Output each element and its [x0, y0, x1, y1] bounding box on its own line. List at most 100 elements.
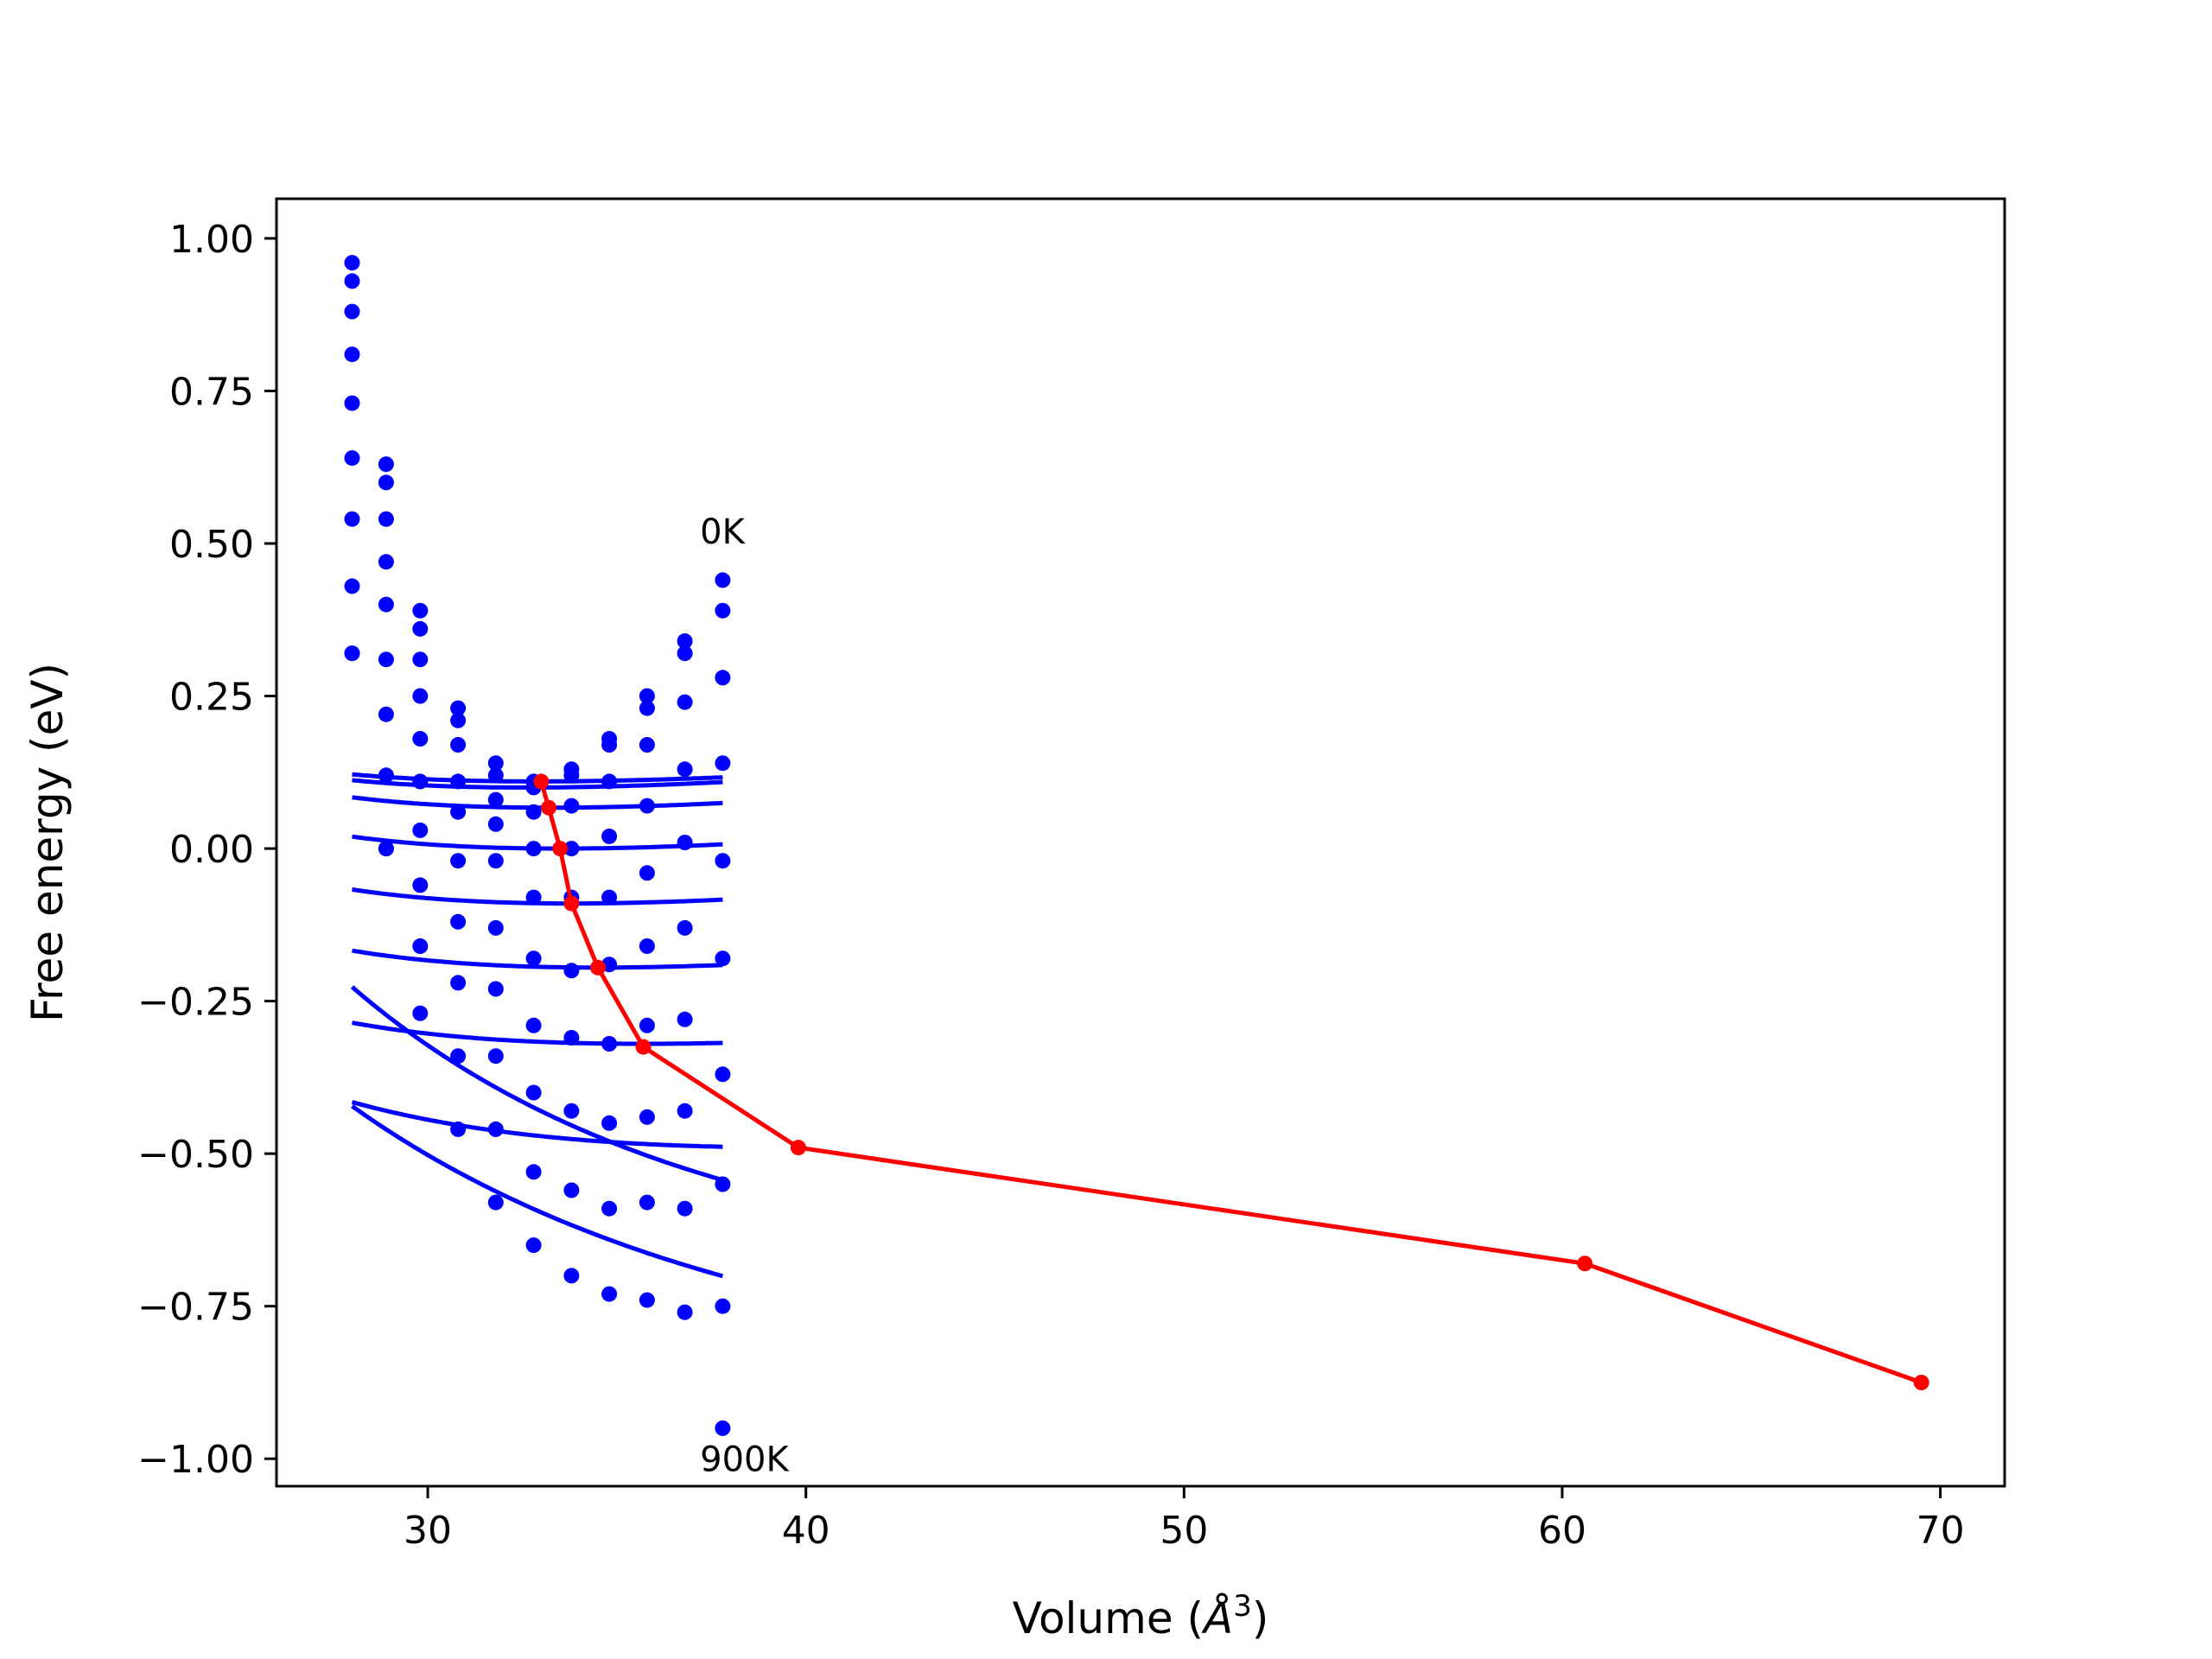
isotherm-point-600K: [450, 913, 467, 930]
annotation-0K: 0K: [700, 512, 746, 552]
isotherm-point-0K: [677, 633, 693, 649]
isotherm-point-700K: [677, 1103, 693, 1119]
isotherm-point-100K: [412, 620, 429, 637]
isotherm-point-400K: [677, 835, 693, 850]
isotherm-point-700K: [601, 1115, 618, 1131]
isotherm-point-600K: [344, 511, 360, 527]
isotherm-point-900K: [639, 1292, 655, 1308]
isotherm-point-100K: [450, 712, 467, 728]
isotherm-point-700K: [563, 1103, 580, 1119]
isotherm-point-500K: [525, 950, 542, 967]
isotherm-point-300K: [601, 828, 618, 844]
isotherm-point-500K: [639, 938, 655, 954]
isotherm-point-900K: [525, 1237, 542, 1254]
isotherm-point-500K: [450, 853, 467, 869]
y-tick-label: −0.75: [137, 1286, 254, 1330]
isotherm-point-700K: [412, 877, 429, 893]
isotherm-point-900K: [487, 1194, 504, 1211]
x-axis-title-symbol: Å: [1201, 1593, 1233, 1643]
isotherm-point-0K: [450, 700, 467, 716]
isotherm-point-400K: [525, 889, 542, 906]
isotherm-curve-900K: [351, 1104, 724, 1279]
isotherm-point-200K: [677, 694, 693, 710]
y-tick-label: 0.50: [169, 523, 254, 567]
x-tick-label: 30: [404, 1509, 452, 1553]
y-tick-label: 0.25: [169, 676, 254, 720]
isotherm-point-300K: [639, 798, 655, 814]
equilibrium-series: [533, 773, 1929, 1390]
isotherm-point-0K: [378, 456, 394, 473]
isotherm-curve-800K: [350, 985, 724, 1183]
isotherm-curve-700K: [351, 1100, 723, 1149]
isotherm-point-200K: [378, 511, 394, 527]
isotherm-point-400K: [639, 865, 655, 881]
isotherm-point-200K: [563, 798, 580, 814]
isotherm-point-200K: [450, 737, 467, 753]
isotherm-point-600K: [715, 1066, 731, 1083]
x-tick-label: 40: [782, 1509, 830, 1553]
isotherm-point-0K: [639, 688, 655, 704]
isotherm-point-900K: [450, 1121, 467, 1137]
isotherm-point-300K: [450, 773, 467, 790]
isotherm-curve-500K: [352, 948, 723, 970]
isotherm-point-600K: [677, 1011, 693, 1027]
isotherm-point-700K: [378, 767, 394, 784]
isotherm-point-100K: [487, 767, 504, 784]
isotherm-point-700K: [639, 1109, 655, 1125]
y-tick-label: −1.00: [137, 1438, 254, 1482]
isotherm-point-400K: [412, 731, 429, 747]
y-tick-label: 0.75: [169, 370, 254, 414]
isotherm-point-500K: [344, 450, 360, 467]
isotherm-point-300K: [715, 755, 731, 772]
isotherm-point-500K: [487, 919, 504, 936]
isotherm-point-0K: [487, 755, 504, 772]
isotherm-point-800K: [487, 1121, 504, 1137]
y-tick-label: 0.00: [169, 828, 254, 872]
y-tick-label: −0.25: [137, 981, 254, 1025]
isotherm-point-700K: [344, 578, 360, 594]
isotherm-point-800K: [601, 1200, 618, 1217]
isotherm-point-200K: [639, 737, 655, 753]
isotherm-point-700K: [450, 975, 467, 991]
isotherm-point-300K: [525, 841, 542, 857]
isotherm-point-200K: [344, 303, 360, 320]
isotherm-point-100K: [601, 737, 618, 753]
equilibrium-point: [590, 959, 606, 976]
x-axis-title-sup: 3: [1233, 1589, 1252, 1624]
isotherm-point-100K: [639, 700, 655, 716]
isotherm-point-600K: [412, 822, 429, 838]
annotation-900K: 900K: [700, 1440, 790, 1479]
isotherm-point-100K: [563, 767, 580, 784]
isotherm-point-400K: [601, 889, 618, 906]
isotherm-point-600K: [378, 706, 394, 722]
isotherm-point-800K: [450, 1048, 467, 1065]
isotherm-point-200K: [715, 670, 731, 686]
isotherm-point-300K: [378, 554, 394, 570]
annotations: 0K 900K: [700, 512, 790, 1479]
isotherm-point-700K: [487, 1048, 504, 1065]
isotherm-point-0K: [715, 572, 731, 588]
isotherm-point-800K: [412, 938, 429, 954]
isotherm-point-400K: [487, 853, 504, 869]
isotherm-point-500K: [677, 919, 693, 936]
isotherm-point-600K: [487, 981, 504, 997]
y-tick-label: 1.00: [169, 218, 254, 262]
isotherm-point-100K: [344, 273, 360, 289]
equilibrium-point: [790, 1140, 806, 1156]
isotherm-point-900K: [677, 1304, 693, 1320]
isotherm-curve-600K: [352, 1020, 723, 1046]
isotherm-point-400K: [715, 853, 731, 869]
isotherm-point-300K: [563, 841, 580, 857]
y-axis-title: Free energy (eV): [22, 663, 73, 1022]
isotherm-point-400K: [344, 395, 360, 411]
isotherm-point-500K: [412, 773, 429, 790]
equilibrium-point: [1577, 1255, 1593, 1272]
isotherm-point-400K: [450, 804, 467, 820]
x-tick-label: 50: [1160, 1509, 1208, 1553]
isotherm-point-300K: [344, 346, 360, 363]
isotherm-point-900K: [412, 1005, 429, 1021]
x-tick-label: 60: [1538, 1509, 1586, 1553]
isotherm-point-800K: [639, 1194, 655, 1211]
isotherm-point-0K: [412, 602, 429, 619]
